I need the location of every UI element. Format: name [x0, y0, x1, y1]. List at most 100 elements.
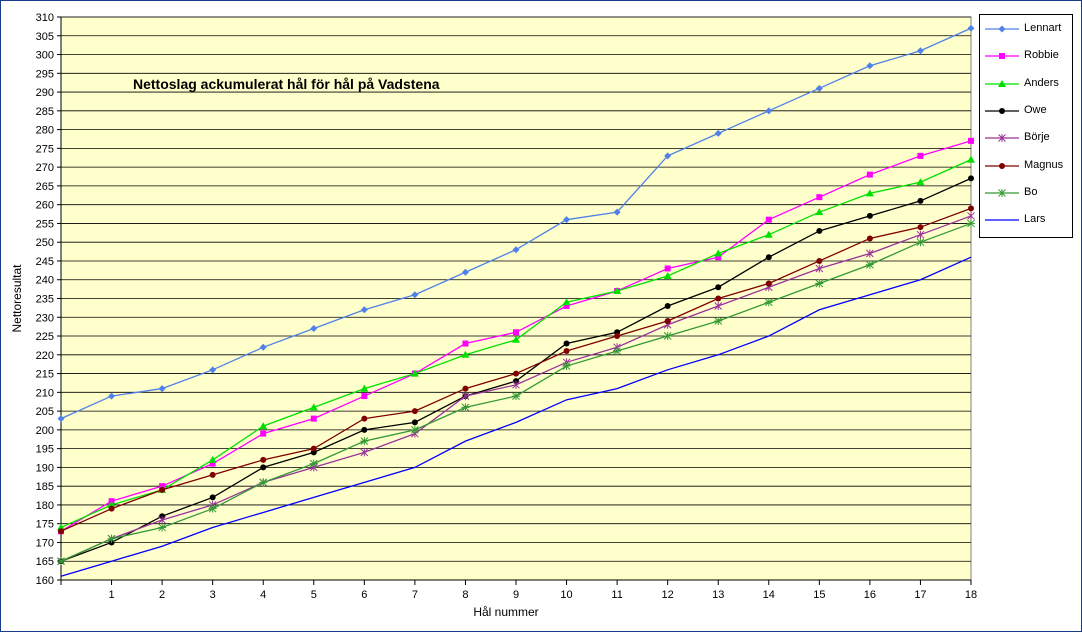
- legend-label-owe: Owe: [1024, 103, 1047, 116]
- data-point-anders: [865, 189, 874, 197]
- data-point-magnus: [159, 486, 166, 493]
- data-point-owe: [917, 197, 924, 204]
- data-point-bo: [663, 332, 672, 341]
- data-point-magnus: [968, 205, 974, 212]
- data-point-b-rje: [967, 211, 975, 220]
- data-point-lennart: [613, 208, 621, 216]
- legend-label-anders: Anders: [1024, 76, 1059, 89]
- legend-label-lennart: Lennart: [1024, 22, 1062, 34]
- y-tick-label: 240: [36, 275, 54, 287]
- x-tick-label: 17: [914, 589, 926, 601]
- legend-swatch-owe: [985, 107, 1019, 114]
- y-tick-label: 230: [36, 312, 54, 324]
- data-point-magnus: [209, 471, 216, 478]
- data-point-b-rje: [866, 249, 874, 258]
- y-tick-label: 220: [36, 350, 54, 362]
- data-point-anders: [613, 286, 622, 294]
- y-tick-label: 260: [36, 200, 54, 212]
- legend-swatch-bo: [985, 188, 1019, 197]
- data-point-b-rje: [714, 302, 723, 311]
- data-point-magnus: [866, 235, 873, 242]
- data-point-bo: [107, 534, 116, 543]
- data-point-bo: [410, 425, 419, 434]
- data-point-magnus: [462, 385, 469, 392]
- data-point-robbie: [563, 303, 570, 310]
- data-point-lennart: [765, 107, 773, 115]
- legend-label-robbie: Robbie: [1024, 49, 1059, 62]
- y-tick-label: 245: [36, 256, 54, 268]
- y-tick-label: 195: [36, 444, 54, 456]
- data-point-anders: [815, 208, 824, 216]
- data-point-bo: [57, 557, 65, 566]
- data-point-robbie: [209, 460, 216, 467]
- data-point-lennart: [158, 385, 166, 393]
- data-point-lennart: [310, 325, 318, 333]
- data-point-owe: [209, 494, 216, 501]
- data-point-robbie: [765, 216, 772, 223]
- y-tick-label: 255: [36, 218, 54, 230]
- data-point-lennart: [108, 392, 116, 400]
- data-point-lennart: [360, 306, 368, 314]
- data-point-magnus: [411, 408, 418, 415]
- x-tick-label: 12: [662, 589, 674, 601]
- data-point-owe: [765, 254, 772, 261]
- legend-marker-anders: [998, 79, 1006, 87]
- data-point-robbie: [310, 415, 317, 422]
- data-point-magnus: [513, 370, 519, 377]
- y-tick-label: 280: [36, 125, 54, 137]
- legend-item-robbie: Robbie: [980, 48, 1074, 64]
- data-point-owe: [664, 303, 671, 310]
- x-tick-label: 9: [513, 589, 519, 601]
- data-point-lennart: [714, 129, 722, 137]
- y-tick-label: 200: [36, 425, 54, 437]
- data-point-owe: [866, 212, 873, 219]
- data-point-magnus: [614, 333, 621, 340]
- legend-item-owe: Owe: [980, 103, 1074, 119]
- data-point-owe: [968, 175, 974, 182]
- data-point-b-rje: [512, 380, 520, 389]
- legend-item-lars: Lars: [980, 212, 1074, 228]
- y-tick-label: 295: [36, 68, 54, 80]
- data-point-anders: [461, 350, 470, 358]
- data-point-owe: [361, 426, 368, 433]
- y-tick-label: 305: [36, 31, 54, 43]
- data-point-bo: [360, 437, 369, 446]
- legend-label-bo: Bo: [1024, 185, 1038, 198]
- data-point-robbie: [513, 329, 519, 336]
- data-point-robbie: [968, 137, 974, 144]
- y-tick-label: 190: [36, 462, 54, 474]
- data-point-robbie: [715, 254, 722, 261]
- data-point-lennart: [815, 84, 823, 92]
- data-point-anders: [562, 298, 571, 306]
- legend-swatch-anders: [985, 79, 1019, 87]
- data-point-bo: [259, 478, 268, 487]
- x-tick-label: 18: [965, 589, 977, 601]
- legend-item-magnus: Magnus: [980, 158, 1074, 174]
- data-point-magnus: [58, 528, 64, 535]
- y-tick-label: 210: [36, 387, 54, 399]
- legend-swatch-lars: [985, 219, 1019, 221]
- x-tick-label: 10: [560, 589, 572, 601]
- series-magnus: [58, 205, 974, 535]
- data-point-magnus: [715, 295, 722, 302]
- x-axis-ticks: 1 2 3 4 5 6 7 8 9 10 11 12 13 14 15 16 17 18: [60, 579, 977, 601]
- x-tick-label: 8: [462, 589, 468, 601]
- legend-item-b-rje: Börje: [980, 130, 1074, 146]
- x-tick-label: 1: [108, 589, 114, 601]
- legend-marker-magnus: [999, 162, 1005, 169]
- data-point-owe: [411, 419, 418, 426]
- y-tick-label: 285: [36, 106, 54, 118]
- data-point-lennart: [512, 246, 520, 254]
- data-point-magnus: [664, 318, 671, 325]
- data-point-magnus: [816, 257, 823, 264]
- legend: Lennart Robbie Anders Owe Börje Magnus Bo Lars: [979, 14, 1073, 238]
- legend-marker-owe: [999, 107, 1005, 114]
- data-point-magnus: [108, 505, 115, 512]
- x-tick-label: 3: [210, 589, 216, 601]
- y-tick-label: 215: [36, 369, 54, 381]
- x-tick-label: 14: [763, 589, 775, 601]
- x-tick-label: 15: [813, 589, 825, 601]
- y-tick-label: 205: [36, 406, 54, 418]
- data-point-lennart: [967, 24, 975, 32]
